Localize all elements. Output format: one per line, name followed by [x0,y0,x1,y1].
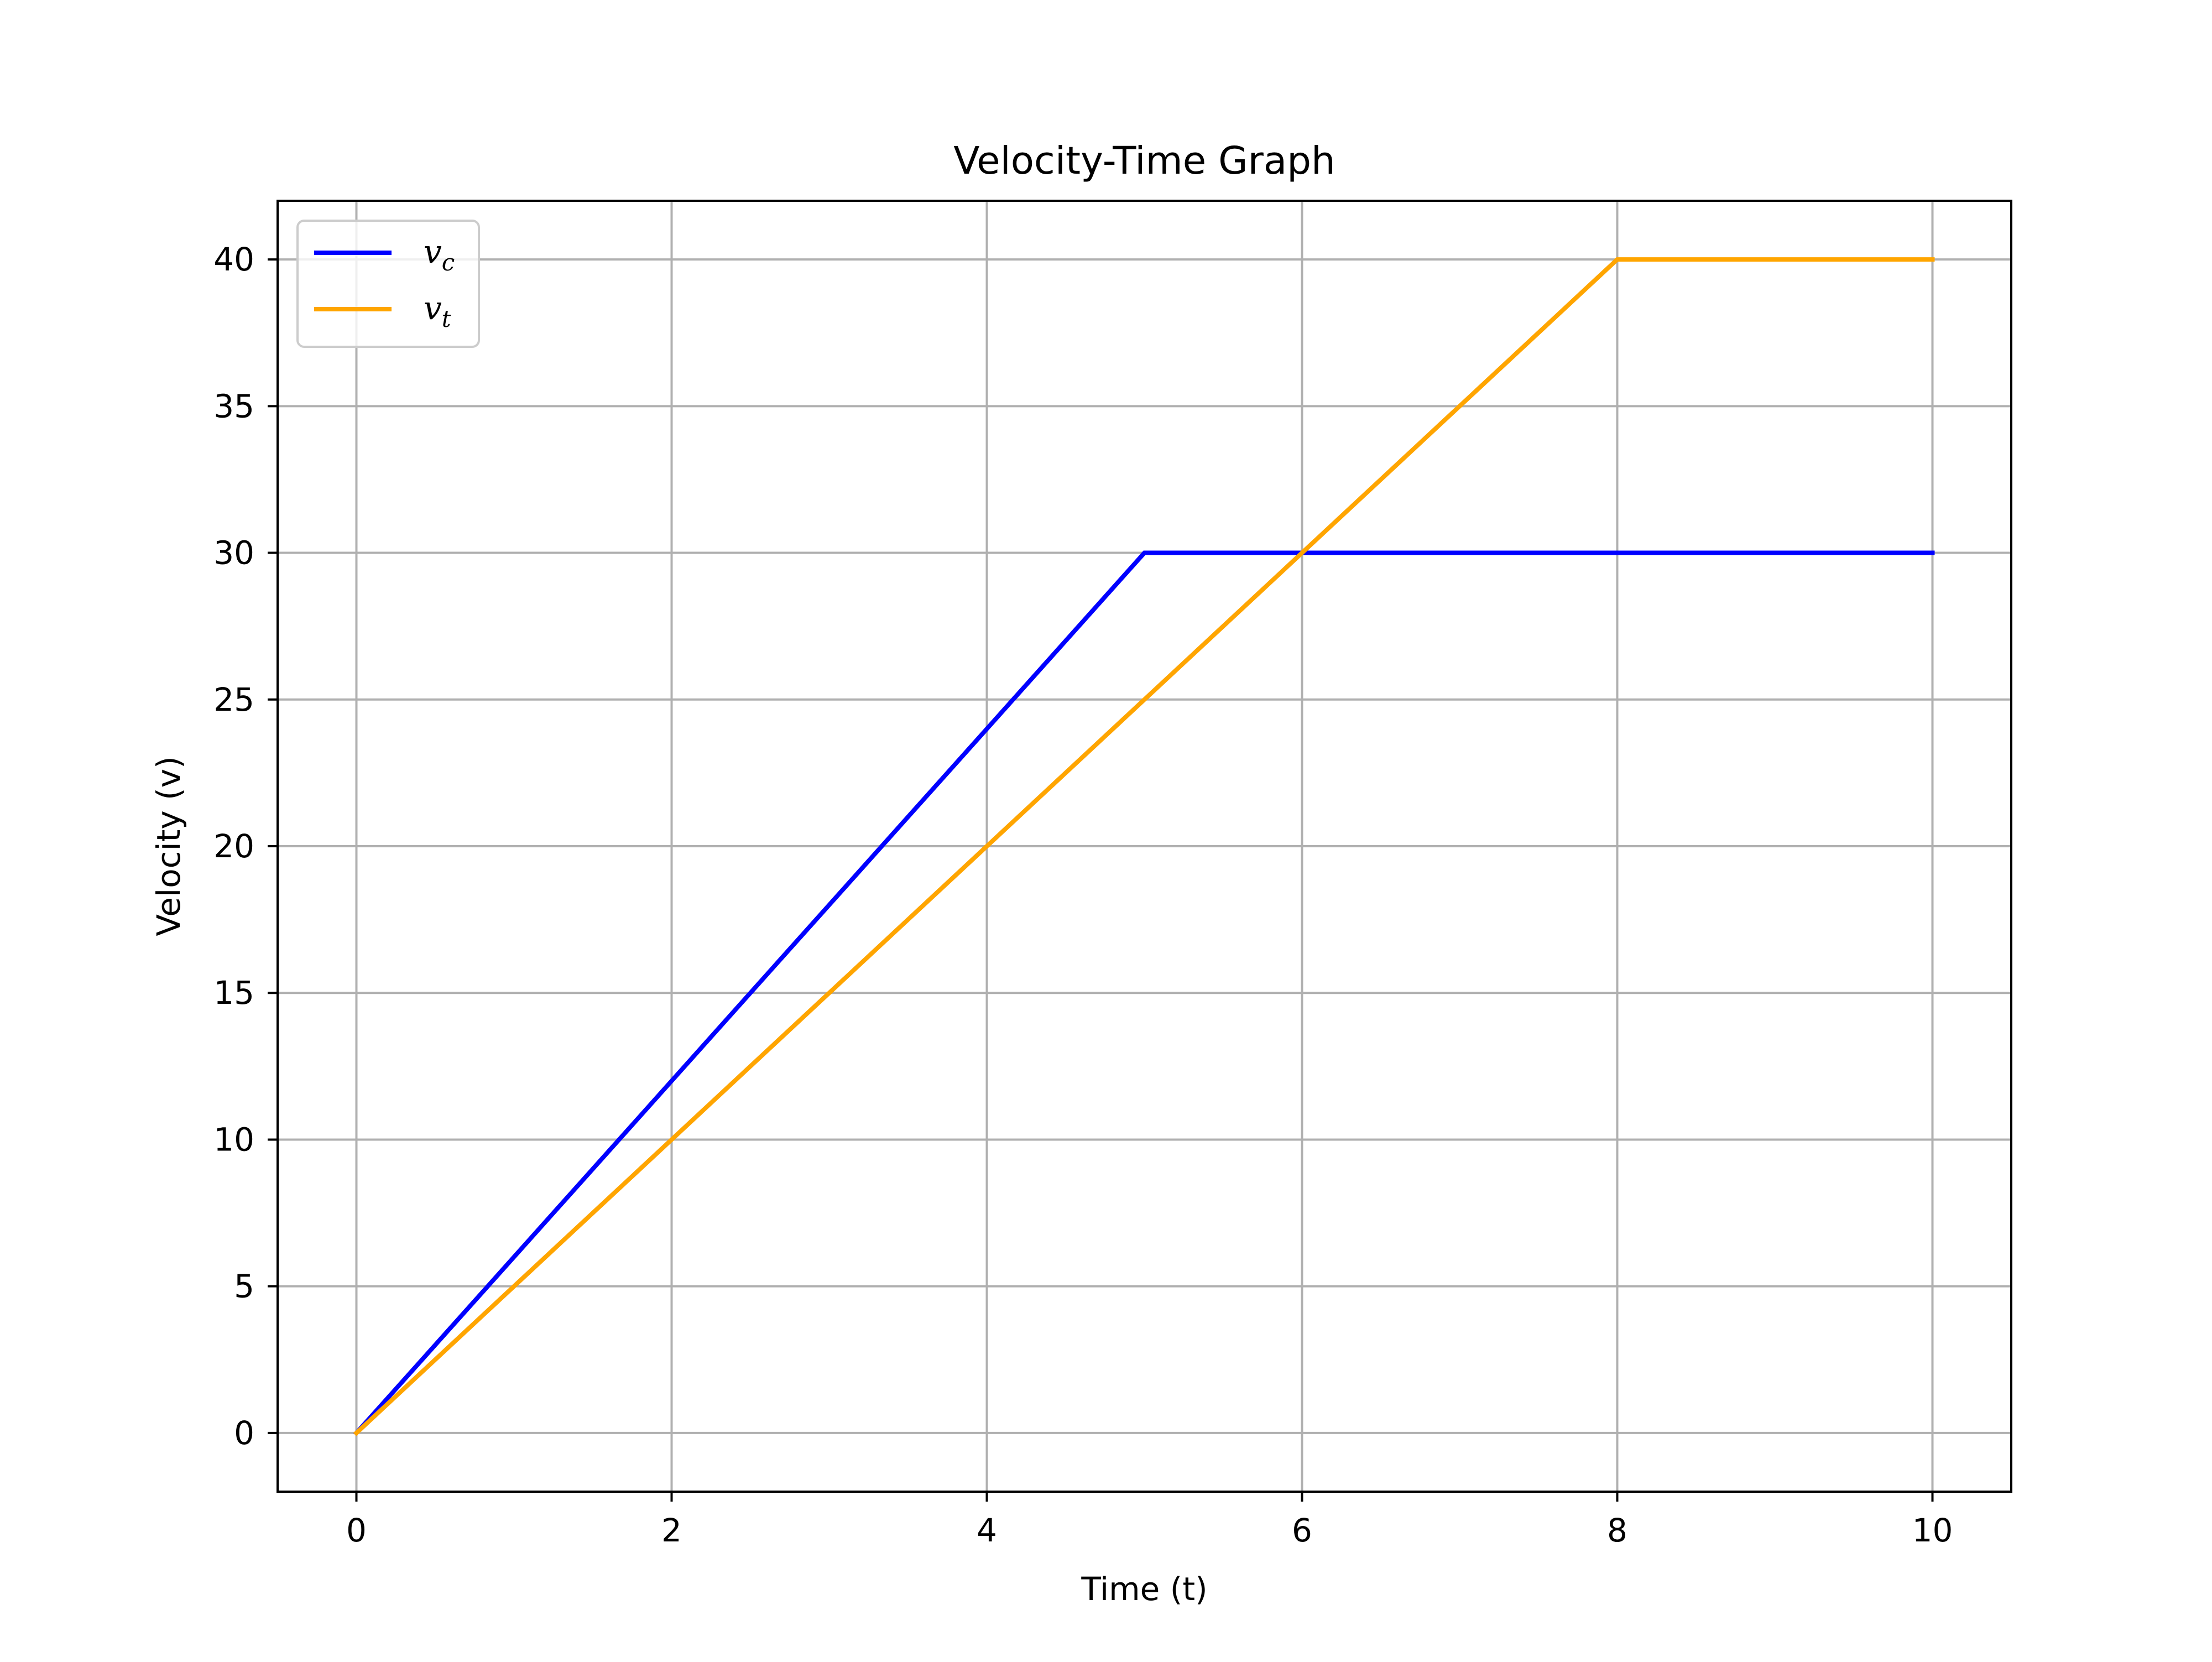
legend-label-v-c: vc [424,233,455,276]
y-tick-label: 20 [213,827,254,865]
x-tick-label: 2 [661,1512,682,1549]
y-tick-label: 15 [213,974,254,1012]
x-tick-label: 6 [1292,1512,1312,1549]
x-tick-label: 4 [977,1512,997,1549]
series-line-v-t [353,257,1935,1436]
x-tick-label: 10 [1912,1512,1953,1549]
chart-title: Velocity-Time Graph [953,139,1335,183]
legend-box [296,220,480,348]
grid-layer [278,201,2011,1492]
legend: vc vt [296,220,480,348]
y-tick-label: 25 [213,681,254,718]
y-tick-label: 5 [234,1268,254,1305]
x-tick-label: 0 [346,1512,367,1549]
series-layer [353,257,1935,1436]
y-axis-label: Velocity (v) [150,756,187,936]
y-tick-label: 0 [234,1414,254,1452]
y-tick-label: 10 [213,1121,254,1158]
y-tick-label: 35 [213,387,254,425]
x-tick-label: 8 [1607,1512,1627,1549]
legend-label-v-t: vt [424,289,451,332]
y-tick-label: 30 [213,534,254,572]
series-line-v-c [353,550,1935,1436]
ticks-layer: 0 2 4 6 8 10 0 5 10 15 20 25 30 35 40 [213,241,1953,1549]
x-axis-label: Time (t) [1081,1570,1207,1608]
y-tick-label: 40 [213,241,254,278]
